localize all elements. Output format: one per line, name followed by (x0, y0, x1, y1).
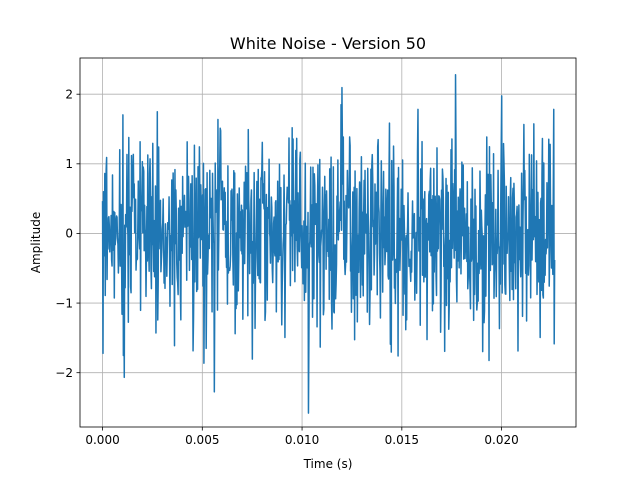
x-tick-label-3: 0.015 (385, 433, 419, 447)
y-tick-label-4: 2 (65, 87, 73, 101)
y-tick-label-0: −2 (55, 366, 73, 380)
y-tick-label-2: 0 (65, 227, 73, 241)
series-line-0 (101, 73, 556, 414)
x-axis-label: Time (s) (303, 457, 353, 471)
x-tick-label-1: 0.005 (185, 433, 219, 447)
x-tick-label-0: 0.000 (85, 433, 119, 447)
y-tick-label-1: −1 (55, 296, 73, 310)
chart-title: White Noise - Version 50 (230, 34, 426, 53)
y-axis-label: Amplitude (29, 212, 43, 274)
x-axis-ticks: 0.000 0.005 0.010 0.015 0.020 (85, 427, 519, 447)
y-tick-label-3: 1 (65, 157, 73, 171)
series-layer (101, 73, 556, 414)
axes-frame (79, 57, 577, 428)
y-axis-ticks: −2 −1 0 1 2 (55, 87, 80, 380)
x-tick-label-2: 0.010 (285, 433, 319, 447)
x-tick-label-4: 0.020 (484, 433, 518, 447)
